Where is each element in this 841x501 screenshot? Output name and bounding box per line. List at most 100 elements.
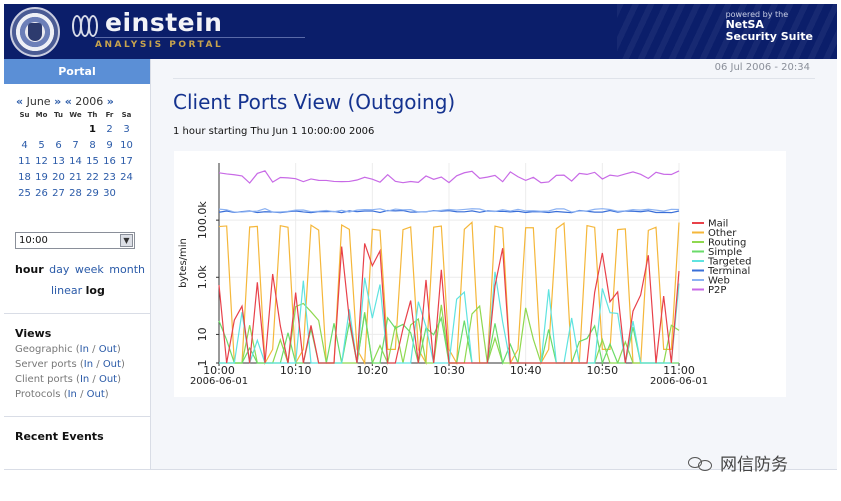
next-month-button[interactable]: » bbox=[54, 95, 62, 108]
y-tick-label: 10 bbox=[196, 327, 209, 341]
calendar-empty bbox=[118, 188, 135, 199]
range-week[interactable]: week bbox=[74, 263, 104, 276]
calendar-day[interactable]: 13 bbox=[52, 156, 65, 167]
y-tick-label: 1.0k bbox=[196, 265, 209, 289]
calendar-day[interactable]: 30 bbox=[103, 188, 116, 199]
calendar-week: 4 5 6 7 8 9 10 bbox=[16, 140, 138, 151]
series-line-p2p bbox=[218, 170, 680, 184]
calendar-weekday-header: Su Mo Tu We Th Fr Sa bbox=[16, 111, 138, 119]
view-client-ports-in[interactable]: In bbox=[79, 374, 90, 385]
view-protocols-out[interactable]: Out bbox=[86, 389, 105, 400]
view-label: Protocols bbox=[15, 389, 61, 400]
weekday-label: Sa bbox=[121, 111, 132, 119]
traffic-chart-panel: 1 10 1.0k 100.0k bytes/min 10:00 2006-06-01 10:… bbox=[174, 151, 786, 397]
chevron-down-icon[interactable]: ▼ bbox=[120, 234, 133, 247]
powered-by-text: powered by the bbox=[725, 10, 789, 19]
calendar-day[interactable]: 22 bbox=[86, 172, 99, 183]
calendar-day[interactable]: 3 bbox=[123, 124, 130, 135]
range-day[interactable]: day bbox=[49, 263, 70, 276]
wechat-icon bbox=[688, 455, 714, 471]
x-tick-label: 11:00 bbox=[663, 364, 695, 377]
netsa-text: NetSA bbox=[725, 18, 764, 31]
view-geographic-in[interactable]: In bbox=[79, 344, 89, 355]
weekday-label: We bbox=[69, 111, 82, 119]
calendar-empty bbox=[33, 124, 50, 135]
einstein-logo-mark bbox=[72, 15, 112, 37]
range-hour[interactable]: hour bbox=[15, 263, 44, 276]
weekday-label: Fr bbox=[105, 111, 114, 119]
prev-year-button[interactable]: « bbox=[64, 95, 72, 108]
calendar-day[interactable]: 17 bbox=[120, 156, 133, 167]
y-axis-label: bytes/min bbox=[178, 238, 189, 288]
calendar-day[interactable]: 25 bbox=[18, 188, 31, 199]
recent-events-heading[interactable]: Recent Events bbox=[15, 430, 104, 443]
views-heading: Views bbox=[15, 327, 52, 340]
powered-by-label: powered by the NetSA Security Suite bbox=[726, 10, 813, 43]
calendar-empty bbox=[67, 124, 84, 135]
series-line-mail bbox=[218, 243, 680, 364]
calendar-day[interactable]: 15 bbox=[86, 156, 99, 167]
calendar-day[interactable]: 1 bbox=[89, 124, 96, 135]
calendar-day[interactable]: 27 bbox=[52, 188, 65, 199]
view-label: Client ports bbox=[15, 374, 73, 385]
view-protocols: Protocols (In / Out) bbox=[15, 389, 109, 400]
view-server-ports-in[interactable]: In bbox=[83, 359, 94, 370]
calendar-day[interactable]: 11 bbox=[18, 156, 31, 167]
legend-label: Routing bbox=[708, 238, 746, 249]
calendar-day[interactable]: 23 bbox=[103, 172, 116, 183]
x-tick-sublabel: 2006-06-01 bbox=[190, 376, 248, 387]
calendar-year: 2006 bbox=[75, 95, 104, 108]
series-line-web bbox=[218, 208, 680, 213]
calendar-day[interactable]: 24 bbox=[120, 172, 133, 183]
calendar-day[interactable]: 2 bbox=[106, 124, 113, 135]
calendar-day[interactable]: 12 bbox=[35, 156, 48, 167]
portal-tab[interactable]: Portal bbox=[4, 59, 150, 84]
legend-label: Targeted bbox=[707, 257, 751, 268]
calendar-day[interactable]: 6 bbox=[55, 140, 62, 151]
range-month[interactable]: month bbox=[109, 263, 145, 276]
y-tick-label: 100.0k bbox=[196, 201, 209, 239]
calendar-day[interactable]: 5 bbox=[38, 140, 45, 151]
scale-linear[interactable]: linear bbox=[51, 284, 83, 297]
calendar-week: 25 26 27 28 29 30 bbox=[16, 188, 138, 199]
calendar-day[interactable]: 18 bbox=[18, 172, 31, 183]
calendar-day[interactable]: 8 bbox=[89, 140, 96, 151]
calendar-nav: « June » « 2006 » bbox=[16, 95, 138, 108]
prev-month-button[interactable]: « bbox=[16, 95, 24, 108]
calendar-day[interactable]: 26 bbox=[35, 188, 48, 199]
range-selector: hour day week month bbox=[15, 263, 145, 276]
weekday-label: Su bbox=[19, 111, 30, 119]
calendar-empty bbox=[50, 124, 67, 135]
legend-label: Mail bbox=[708, 219, 728, 230]
calendar-day[interactable]: 14 bbox=[69, 156, 82, 167]
brand-title: einstein bbox=[105, 8, 223, 37]
calendar-day[interactable]: 16 bbox=[103, 156, 116, 167]
calendar-day[interactable]: 29 bbox=[86, 188, 99, 199]
x-tick-label: 10:50 bbox=[586, 364, 618, 377]
next-year-button[interactable]: » bbox=[106, 95, 114, 108]
brand-divider bbox=[95, 37, 305, 38]
scale-log[interactable]: log bbox=[85, 284, 105, 297]
view-protocols-in[interactable]: In bbox=[67, 389, 77, 400]
calendar-day[interactable]: 19 bbox=[35, 172, 48, 183]
view-server-ports-out[interactable]: Out bbox=[102, 359, 121, 370]
calendar-day[interactable]: 28 bbox=[69, 188, 82, 199]
weekday-label: Tu bbox=[54, 111, 63, 119]
x-tick-label: 10:10 bbox=[280, 364, 312, 377]
view-client-ports: Client ports (In / Out) bbox=[15, 374, 122, 385]
time-select[interactable]: 10:00 ▼ bbox=[15, 232, 135, 249]
calendar-day[interactable]: 21 bbox=[69, 172, 82, 183]
calendar-day[interactable]: 10 bbox=[120, 140, 133, 151]
legend-label: Terminal bbox=[707, 266, 750, 277]
calendar-day[interactable]: 4 bbox=[21, 140, 28, 151]
x-tick-label: 10:20 bbox=[356, 364, 388, 377]
view-client-ports-out[interactable]: Out bbox=[98, 374, 118, 385]
calendar-day[interactable]: 7 bbox=[72, 140, 79, 151]
calendar-day[interactable]: 9 bbox=[106, 140, 113, 151]
page-title: Client Ports View (Outgoing) bbox=[173, 90, 456, 114]
view-geographic-out[interactable]: Out bbox=[98, 344, 117, 355]
watermark-text: 网信防务 bbox=[720, 455, 788, 475]
calendar-day[interactable]: 20 bbox=[52, 172, 65, 183]
